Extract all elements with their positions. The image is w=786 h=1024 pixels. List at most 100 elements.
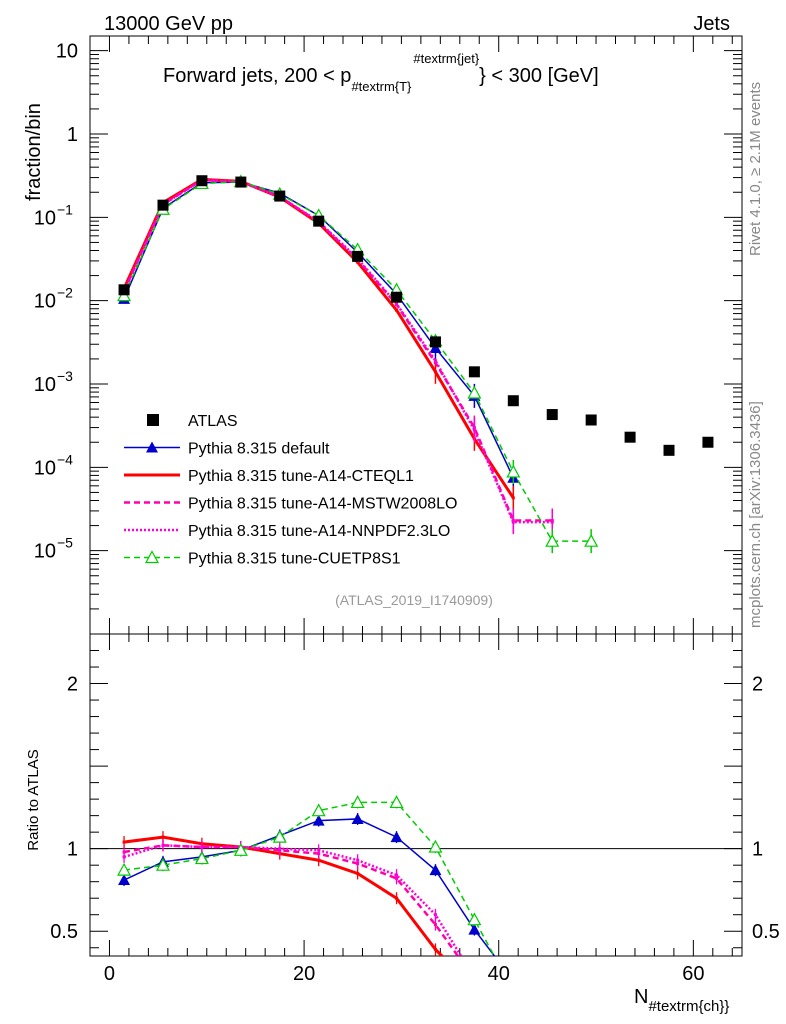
ratio-axis-label: Ratio to ATLAS: [25, 749, 42, 850]
ratio-point-2: [161, 835, 165, 839]
y-axis-label: fraction/bin: [23, 103, 45, 201]
series-point-4: [511, 520, 515, 524]
y-tick-label: 10: [34, 207, 56, 229]
ratio-point-1: [351, 812, 364, 824]
legend: ATLAS Pythia 8.315 default Pythia 8.315 tu…: [124, 413, 457, 568]
ratio-point-5: [233, 843, 248, 856]
ratio-point-5: [585, 1003, 597, 1014]
legend-marker: [144, 550, 160, 564]
y-tick-exponent: −5: [57, 535, 73, 551]
ratio-point-3: [473, 978, 476, 981]
legend-entry-3: Pythia 8.315 tune-A14-MSTW2008LO: [124, 496, 457, 513]
main-panel-frame: [89, 35, 743, 635]
ratio-point-5: [350, 795, 365, 809]
ratio-point-2: [356, 871, 360, 875]
ratio-tick-label-left: 2: [67, 674, 78, 696]
atlas-data-point: [352, 250, 364, 262]
atlas-data-point: [118, 284, 130, 296]
ratio-point-4: [122, 855, 126, 859]
ratio-point-1: [312, 814, 325, 826]
ratio-point-3: [512, 1006, 515, 1009]
ratio-point-5: [389, 795, 404, 809]
ratio-tick-label-right: 1: [752, 839, 763, 861]
ratio-point-5: [194, 851, 209, 865]
legend-entry-5: Pythia 8.315 tune-CUETP8S1: [124, 550, 401, 568]
ratio-point-4: [395, 873, 399, 877]
ratio-line-4: [123, 844, 463, 956]
y-tick-label: 1: [67, 124, 78, 146]
ratio-point-3: [551, 1004, 554, 1007]
series-point-2: [356, 260, 360, 264]
category-label: Jets: [693, 13, 730, 35]
ratio-point-3: [433, 923, 437, 927]
ratio-point-4: [512, 1006, 515, 1009]
atlas-data-point: [585, 414, 597, 426]
series-point-1: [429, 342, 442, 354]
series-point-2: [511, 496, 515, 500]
atlas-data-point: [429, 336, 441, 348]
y-tick-label: 10: [34, 374, 56, 396]
x-axis-label-subscript: #textrm{ch}}: [648, 998, 729, 1015]
ratio-tick-label-right: 2: [752, 674, 763, 696]
x-tick-label: 20: [293, 963, 315, 985]
ratio-point-2: [395, 896, 399, 900]
ratio-point-2: [473, 988, 476, 991]
y-tick-exponent: −3: [57, 368, 73, 384]
atlas-data-point: [313, 215, 325, 227]
ratio-point-2: [122, 840, 126, 844]
ratio-point-4: [551, 1004, 554, 1007]
series-point-5: [584, 533, 599, 547]
series-line-5: [123, 180, 592, 542]
ratio-tick-label-left: 1: [67, 839, 78, 861]
series-point-4: [433, 359, 437, 363]
y-tick-label: 10: [56, 41, 78, 63]
atlas-data-point: [391, 291, 403, 303]
y-tick-label: 10: [34, 457, 56, 479]
series-point-5: [545, 533, 560, 547]
plot-title-superscript: #textrm{jet}: [413, 51, 479, 66]
legend-swatch: [147, 414, 159, 426]
atlas-data-point: [702, 436, 714, 448]
legend-entry-2: Pythia 8.315 tune-A14-CTEQL1: [124, 468, 414, 485]
atlas-data-point: [235, 176, 247, 188]
x-axis-label-main: N: [634, 986, 648, 1008]
series-point-5: [506, 464, 521, 478]
main-panel-series: [117, 174, 714, 554]
plot-title: Forward jets, 200 < p#textrm{T}#textrm{j…: [163, 51, 599, 94]
atlas-data-point: [546, 409, 558, 421]
series-point-4: [395, 302, 399, 306]
ratio-point-4: [356, 858, 360, 862]
x-axis-label: N#textrm{ch}}: [634, 986, 729, 1015]
ratio-point-4: [278, 847, 282, 851]
legend-entry-1: Pythia 8.315 default: [124, 441, 330, 458]
series-point-4: [550, 520, 554, 524]
y-tick-label: 10: [34, 541, 56, 563]
ratio-point-2: [317, 858, 321, 862]
legend-label: Pythia 8.315 tune-A14-NNPDF2.3LO: [188, 523, 450, 540]
y-tick-exponent: −1: [57, 201, 73, 217]
rivet-version-label: Rivet 4.1.0, ≥ 2.1M events: [747, 82, 764, 256]
ratio-point-1: [390, 831, 403, 843]
atlas-data-point: [624, 431, 636, 443]
ratio-point-2: [433, 947, 437, 951]
ratio-tick-label-right: 0.5: [752, 921, 780, 943]
ratio-point-5: [272, 829, 287, 843]
mcplots-label: mcplots.cern.ch [arXiv:1306.3436]: [747, 401, 764, 628]
atlas-data-point: [274, 190, 286, 202]
ratio-point-5: [507, 985, 519, 996]
x-tick-label: 60: [682, 963, 704, 985]
analysis-tag: (ATLAS_2019_I1740909): [335, 592, 493, 608]
ratio-point-5: [117, 862, 132, 876]
ratio-point-5: [155, 857, 170, 871]
ratio-point-5: [428, 839, 443, 853]
atlas-data-point: [157, 199, 169, 211]
ratio-panel-frame: [89, 633, 743, 957]
atlas-data-point: [468, 366, 480, 378]
plot-title-subscript: #textrm{T}: [351, 79, 412, 94]
ratio-tick-label-left: 0.5: [50, 921, 78, 943]
ratio-point-5: [546, 1003, 558, 1014]
axis-ticks: 0 20 40 60: [90, 36, 742, 985]
legend-label: Pythia 8.315 tune-CUETP8S1: [188, 551, 401, 568]
plot-title-tail: } < 300 [GeV]: [479, 65, 599, 87]
series-point-4: [472, 428, 476, 432]
